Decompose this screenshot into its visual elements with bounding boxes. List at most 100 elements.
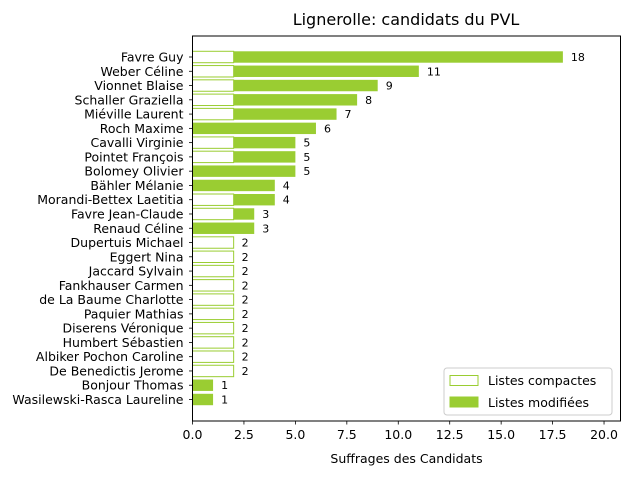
y-tick-label: Humbert Sébastien xyxy=(63,335,184,350)
bar-listes-compactes xyxy=(192,293,235,306)
y-tick-label: Fankhauser Carmen xyxy=(59,278,184,293)
y-tick-label: Favre Guy xyxy=(121,50,184,65)
bar-value-label: 2 xyxy=(242,294,249,307)
bar-listes-modifiees xyxy=(233,108,337,120)
y-tick-label: Bonjour Thomas xyxy=(82,378,184,393)
y-tick-label: De Benedictis Jerome xyxy=(49,363,183,378)
x-tick-label: 0.0 xyxy=(183,427,203,442)
y-tick-label: Bolomey Olivier xyxy=(84,164,184,179)
y-tick-label: Jaccard Sylvain xyxy=(88,264,184,279)
bar-listes-compactes xyxy=(192,264,235,278)
y-tick-label: Cavalli Virginie xyxy=(91,135,184,150)
y-tick-label: Renaud Céline xyxy=(93,221,184,236)
bars-layer xyxy=(192,50,563,406)
y-tick-label: Diserens Véronique xyxy=(63,321,184,336)
legend-label-listes-compactes: Listes compactes xyxy=(488,373,596,388)
bar-value-label: 6 xyxy=(324,122,331,135)
x-tick-label: 2.5 xyxy=(234,427,254,442)
bar-value-label: 5 xyxy=(303,151,310,164)
bar-value-label: 7 xyxy=(345,108,352,121)
bar-value-label: 1 xyxy=(221,379,228,392)
x-tick-label: 5.0 xyxy=(285,427,305,442)
bar-listes-compactes xyxy=(192,79,235,92)
y-tick-label: de La Baume Charlotte xyxy=(39,292,184,307)
bar-listes-compactes xyxy=(192,236,235,249)
bar-listes-compactes xyxy=(192,279,235,292)
y-tick-label: Favre Jean-Claude xyxy=(71,206,184,221)
bar-value-label: 2 xyxy=(242,322,249,335)
bar-listes-compactes xyxy=(192,65,235,78)
legend-label-listes-modifiees: Listes modifiées xyxy=(488,395,589,410)
x-tick-label: 15.0 xyxy=(487,427,515,442)
y-tick-label: Pointet François xyxy=(84,149,183,164)
bar-value-label: 2 xyxy=(242,308,249,321)
bar-value-label: 2 xyxy=(242,336,249,349)
bar-value-label: 4 xyxy=(283,179,290,192)
bar-listes-modifiees xyxy=(233,94,358,106)
chart-title: Lignerolle: candidats du PVL xyxy=(293,10,520,29)
x-tick-label: 7.5 xyxy=(337,427,357,442)
y-tick-label: Schaller Graziella xyxy=(75,92,184,107)
legend-swatch-listes-modifiees xyxy=(449,396,479,408)
bar-listes-modifiees xyxy=(233,151,296,163)
bar-listes-compactes xyxy=(192,350,235,363)
bar-listes-compactes xyxy=(192,150,235,164)
bar-listes-modifiees xyxy=(192,165,296,177)
bar-value-label: 18 xyxy=(571,51,585,64)
bar-listes-modifiees xyxy=(192,122,316,135)
y-tick-label: Wasilewski-Rasca Laureline xyxy=(12,392,183,407)
bar-value-label: 2 xyxy=(242,237,249,250)
bar-listes-compactes xyxy=(192,250,235,263)
bar-value-label: 4 xyxy=(283,194,290,207)
bar-value-label: 2 xyxy=(242,279,249,292)
bar-listes-compactes xyxy=(192,307,235,321)
bar-value-label: 2 xyxy=(242,251,249,264)
x-tick-label: 10.0 xyxy=(384,427,412,442)
bar-value-label: 8 xyxy=(365,94,372,107)
bar-value-label: 1 xyxy=(221,394,228,407)
bar-listes-modifiees xyxy=(192,379,214,391)
bar-listes-modifiees xyxy=(233,136,296,149)
x-tick-label: 12.5 xyxy=(436,427,464,442)
bar-listes-compactes xyxy=(192,336,235,349)
bar-listes-modifiees xyxy=(233,51,563,63)
y-tick-label: Bähler Mélanie xyxy=(90,178,183,193)
bar-listes-compactes xyxy=(192,364,235,378)
bar-listes-modifiees xyxy=(192,393,214,406)
bar-listes-modifiees xyxy=(233,194,275,206)
bar-value-label: 11 xyxy=(427,65,441,78)
plot-frame xyxy=(192,35,621,422)
y-tick-label: Eggert Nina xyxy=(110,249,184,264)
bar-listes-modifiees xyxy=(233,65,419,77)
y-tick-label: Vionnet Blaise xyxy=(94,78,184,93)
legend-box xyxy=(443,367,613,416)
bar-listes-compactes xyxy=(192,93,235,107)
y-tick-label: Morandi-Bettex Laetitia xyxy=(37,192,183,207)
bar-value-label: 5 xyxy=(303,165,310,178)
bar-value-label: 3 xyxy=(262,208,269,221)
bar-listes-modifiees xyxy=(233,208,255,220)
y-tick-label: Weber Céline xyxy=(100,64,183,79)
legend-swatch-listes-compactes xyxy=(449,375,479,386)
y-tick-label: Roch Maxime xyxy=(100,121,184,136)
bar-listes-compactes xyxy=(192,107,235,121)
bar-listes-modifiees xyxy=(192,222,255,234)
y-tick-label: Dupertuis Michael xyxy=(71,235,184,250)
x-tick-label: 20.0 xyxy=(590,427,618,442)
bar-listes-compactes xyxy=(192,136,235,149)
legend: Listes compactes Listes modifiées xyxy=(443,367,613,416)
bar-value-label: 5 xyxy=(303,137,310,150)
bar-value-label: 2 xyxy=(242,265,249,278)
bar-listes-modifiees xyxy=(192,179,275,192)
bar-listes-compactes xyxy=(192,321,235,335)
bar-listes-modifiees xyxy=(233,79,378,92)
bar-listes-compactes xyxy=(192,193,235,206)
y-tick-label: Miéville Laurent xyxy=(84,107,183,122)
bar-value-label: 9 xyxy=(386,80,393,93)
bar-listes-compactes xyxy=(192,207,235,221)
y-tick-label: Albiker Pochon Caroline xyxy=(36,349,184,364)
